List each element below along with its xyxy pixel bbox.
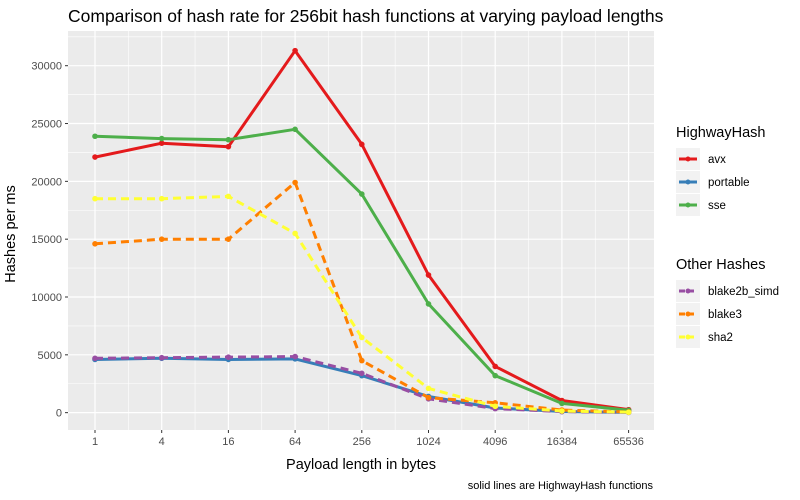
legend-title: HighwayHash	[676, 125, 765, 141]
x-tick-label: 1	[92, 436, 98, 448]
data-point-sse	[359, 191, 365, 197]
data-point-sha2	[559, 408, 565, 414]
data-point-blake2b-simd	[359, 370, 365, 377]
data-point-blake3	[92, 241, 98, 247]
data-point-blake3	[425, 394, 432, 401]
data-point-blake3	[292, 179, 298, 186]
legend-label-sha2: sha2	[708, 332, 733, 344]
legend-marker-avx	[685, 156, 691, 162]
data-point-sha2	[225, 193, 232, 200]
data-point-sse	[225, 136, 232, 143]
data-point-blake2b-simd	[225, 354, 232, 360]
data-point-avx	[158, 140, 165, 146]
data-point-blake3	[158, 236, 165, 242]
chart-caption: solid lines are HighwayHash functions	[468, 480, 654, 492]
x-tick-label: 4	[159, 436, 165, 448]
data-point-blake2b-simd	[158, 354, 165, 361]
x-tick-label: 4096	[483, 436, 507, 448]
legend-label-blake2b-simd: blake2b_simd	[708, 286, 779, 298]
x-tick-label: 65536	[613, 436, 644, 448]
legend-marker-sha2	[685, 334, 691, 340]
y-axis-title: Hashes per ms	[3, 185, 19, 283]
chart-title: Comparison of hash rate for 256bit hash …	[68, 6, 664, 26]
y-tick-label: 15000	[31, 234, 62, 246]
x-tick-label: 1024	[416, 436, 440, 448]
x-tick-label: 256	[353, 436, 371, 448]
data-point-avx	[225, 143, 232, 150]
data-point-sha2	[492, 403, 499, 410]
data-point-sha2	[425, 385, 432, 392]
data-point-blake3	[359, 357, 365, 364]
data-point-blake2b-simd	[292, 353, 298, 360]
data-point-sha2	[625, 409, 632, 416]
data-point-avx	[359, 141, 365, 148]
data-point-avx	[492, 363, 499, 370]
legend-label-blake3: blake3	[708, 309, 742, 321]
x-tick-label: 16	[222, 436, 234, 448]
data-point-sha2	[158, 195, 165, 202]
y-tick-label: 25000	[31, 119, 62, 131]
y-tick-label: 20000	[31, 176, 62, 188]
data-point-sha2	[292, 230, 298, 237]
data-point-blake2b-simd	[92, 355, 98, 362]
legend-label-portable: portable	[708, 177, 750, 189]
y-tick-label: 0	[56, 408, 62, 420]
data-point-blake3	[225, 236, 232, 242]
y-tick-label: 10000	[31, 292, 62, 304]
x-axis-title: Payload length in bytes	[286, 457, 436, 473]
legend: HighwayHash avx portable sse Other Hashes bla…	[676, 125, 779, 348]
data-point-sse	[492, 372, 499, 379]
legend-title: Other Hashes	[676, 257, 765, 273]
series-line-blake3	[94, 181, 629, 414]
data-point-sha2	[359, 334, 365, 341]
data-point-sse	[158, 135, 165, 142]
legend-label-sse: sse	[708, 200, 726, 212]
data-point-sha2	[92, 195, 98, 202]
x-tick-label: 16384	[547, 436, 578, 448]
legend-marker-blake3	[685, 311, 691, 317]
legend-marker-blake2b-simd	[685, 288, 691, 294]
data-point-avx	[92, 154, 98, 160]
data-point-avx	[425, 272, 432, 278]
legend-marker-sse	[685, 202, 691, 208]
data-point-avx	[292, 47, 298, 54]
y-tick-label: 30000	[31, 61, 62, 73]
x-tick-label: 64	[289, 436, 301, 448]
data-point-sse	[292, 126, 298, 133]
panel-background	[68, 31, 654, 430]
data-point-sse	[559, 400, 565, 407]
data-point-sse	[425, 301, 432, 307]
plot-area: 0 5000 10000 15000 20000 25000 30000 1 4 16 64 256 1…	[31, 31, 654, 448]
legend-label-avx: avx	[708, 154, 726, 166]
legend-marker-portable	[685, 179, 691, 185]
data-point-sse	[92, 133, 98, 140]
y-tick-label: 5000	[38, 350, 62, 362]
